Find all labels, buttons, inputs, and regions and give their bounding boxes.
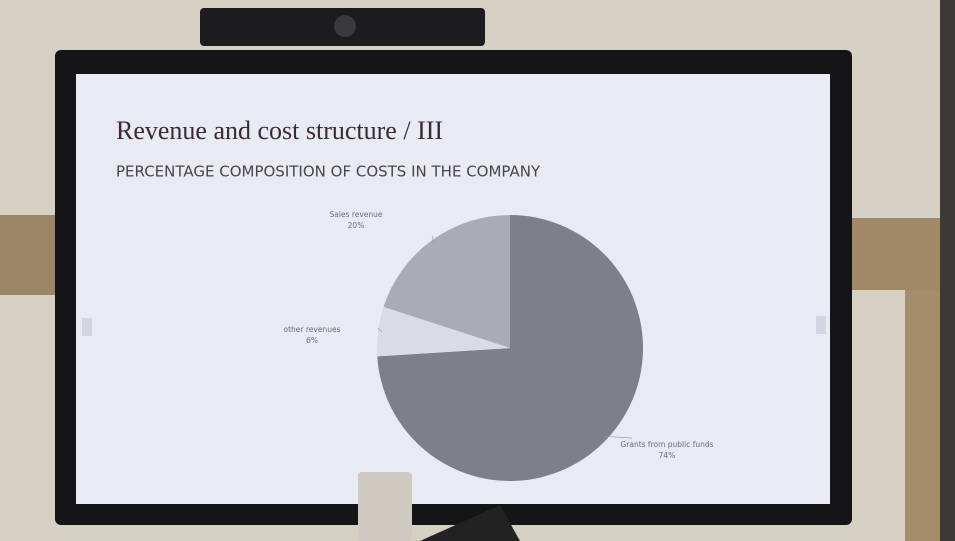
- camera-lens: [334, 15, 356, 37]
- wood-beam-left: [0, 215, 60, 295]
- slice-label: Sales revenue: [329, 210, 382, 219]
- slide-subtitle: PERCENTAGE COMPOSITION OF COSTS IN THE C…: [116, 163, 541, 181]
- speaker: [358, 472, 412, 541]
- slice-value-label: 74%: [659, 451, 676, 460]
- wood-beam-right: [840, 218, 955, 290]
- wood-post: [905, 290, 945, 541]
- nav-arrow-right[interactable]: [816, 316, 826, 334]
- slide-title: Revenue and cost structure / III: [116, 116, 443, 145]
- door-edge: [940, 0, 955, 541]
- scene: Revenue and cost structure / III PERCENT…: [0, 0, 955, 541]
- slice-value-label: 6%: [306, 336, 318, 345]
- slice-value-label: 20%: [348, 221, 365, 230]
- nav-arrow-left[interactable]: [82, 318, 92, 336]
- slice-label: other revenues: [284, 325, 341, 334]
- slice-label: Grants from public funds: [620, 440, 713, 449]
